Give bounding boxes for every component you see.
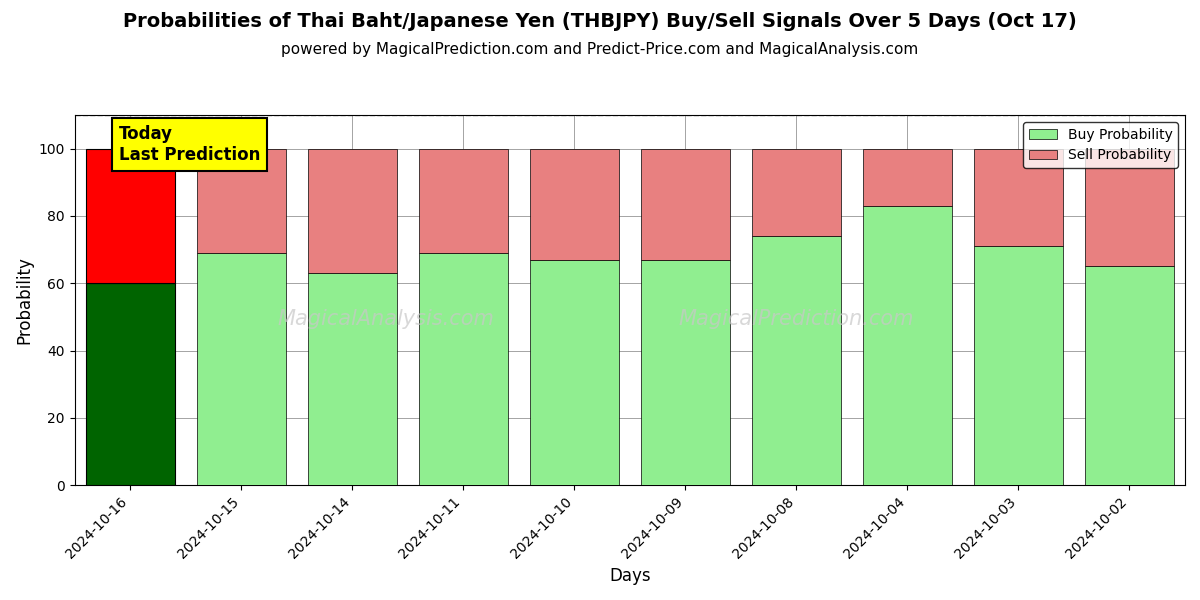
- Bar: [752, 236, 841, 485]
- Bar: [863, 149, 952, 206]
- Text: Today
Last Prediction: Today Last Prediction: [119, 125, 260, 164]
- Bar: [641, 149, 730, 260]
- Bar: [974, 149, 1063, 246]
- Bar: [641, 260, 730, 485]
- Bar: [197, 149, 286, 253]
- Text: Probabilities of Thai Baht/Japanese Yen (THBJPY) Buy/Sell Signals Over 5 Days (O: Probabilities of Thai Baht/Japanese Yen …: [124, 12, 1076, 31]
- Bar: [197, 253, 286, 485]
- Bar: [308, 149, 397, 273]
- Bar: [1085, 266, 1174, 485]
- Bar: [419, 253, 508, 485]
- Bar: [974, 246, 1063, 485]
- Bar: [85, 149, 174, 283]
- Bar: [530, 149, 619, 260]
- Legend: Buy Probability, Sell Probability: Buy Probability, Sell Probability: [1024, 122, 1178, 168]
- Text: MagicalPrediction.com: MagicalPrediction.com: [679, 308, 914, 329]
- Bar: [1085, 149, 1174, 266]
- X-axis label: Days: Days: [610, 567, 650, 585]
- Bar: [863, 206, 952, 485]
- Bar: [530, 260, 619, 485]
- Bar: [85, 283, 174, 485]
- Y-axis label: Probability: Probability: [16, 256, 34, 344]
- Bar: [419, 149, 508, 253]
- Bar: [308, 273, 397, 485]
- Text: MagicalAnalysis.com: MagicalAnalysis.com: [277, 308, 494, 329]
- Bar: [752, 149, 841, 236]
- Text: powered by MagicalPrediction.com and Predict-Price.com and MagicalAnalysis.com: powered by MagicalPrediction.com and Pre…: [281, 42, 919, 57]
